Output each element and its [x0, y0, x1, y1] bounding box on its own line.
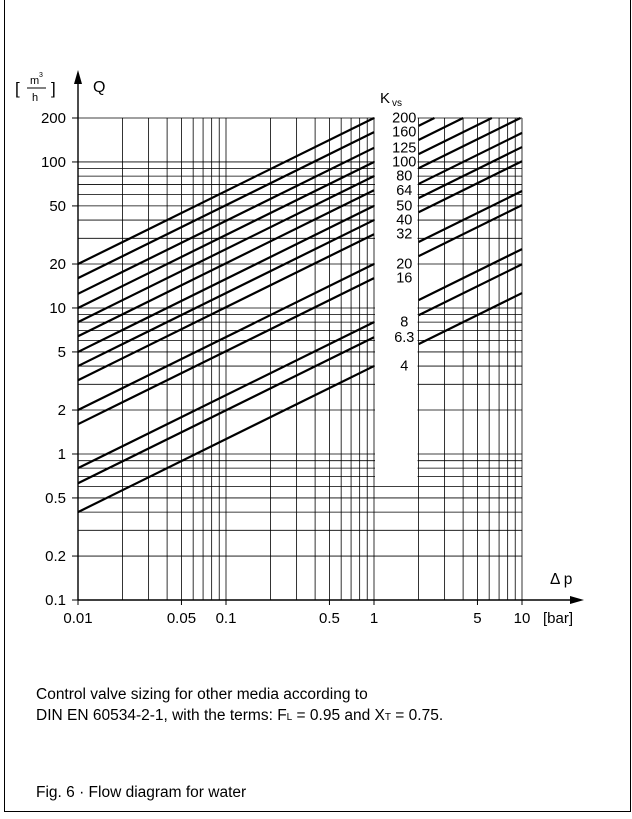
- x-tick-label-0.1: 0.1: [216, 610, 237, 627]
- series-line-kvs-16: [418, 204, 523, 258]
- series-line-kvs-32: [418, 160, 523, 214]
- y-tick-label-200: 200: [41, 110, 66, 127]
- series-label-kvs-4: 4: [400, 359, 408, 375]
- y-tick-label-1: 1: [58, 446, 66, 463]
- chart-labels: 2001601251008064504032201686.34200100502…: [15, 72, 573, 627]
- y-unit-bracket-right: ]: [51, 79, 56, 98]
- y-axis-arrow: [74, 70, 82, 84]
- series-label-gap: [375, 112, 418, 480]
- y-tick-label-5: 5: [58, 344, 66, 361]
- y-tick-label-50: 50: [49, 198, 66, 215]
- y-tick-label-20: 20: [49, 256, 66, 273]
- series-line-kvs-16: [77, 277, 375, 426]
- series-line-kvs-40: [77, 219, 375, 368]
- y-tick-label-0.2: 0.2: [45, 548, 66, 565]
- series-label-kvs-20: 20: [396, 257, 412, 273]
- series-label-kvs-6.3: 6.3: [394, 330, 414, 346]
- x-axis-label: Δ p: [550, 571, 572, 588]
- series-line-kvs-125: [77, 146, 375, 295]
- y-tick-label-0.5: 0.5: [45, 490, 66, 507]
- figure-frame: [4, 0, 631, 812]
- series-label-kvs-125: 125: [392, 140, 416, 156]
- series-line-kvs-4: [418, 292, 523, 346]
- series-heading: K: [380, 90, 390, 107]
- series-line-kvs-50: [77, 204, 375, 353]
- series-line-kvs-64: [77, 189, 375, 338]
- y-unit-numerator: m: [30, 75, 39, 87]
- x-tick-label-5: 5: [473, 610, 481, 627]
- axes: [72, 70, 584, 605]
- series-line-kvs-6.3: [418, 263, 523, 317]
- series-line-kvs-8: [418, 248, 523, 302]
- series-label-kvs-160: 160: [392, 125, 416, 141]
- x-tick-label-0.5: 0.5: [319, 610, 340, 627]
- series-label-kvs-200: 200: [392, 111, 416, 127]
- series-label-kvs-100: 100: [392, 154, 416, 170]
- series-label-kvs-8: 8: [400, 315, 408, 331]
- series-line-kvs-200: [77, 117, 375, 266]
- series-line-kvs-100: [77, 160, 375, 309]
- series-line-kvs-100: [418, 117, 464, 141]
- series-line-kvs-40: [418, 146, 523, 200]
- y-tick-label-10: 10: [49, 300, 66, 317]
- series-line-kvs-4: [77, 365, 375, 514]
- series-line-kvs-125: [418, 117, 435, 127]
- y-tick-label-0.1: 0.1: [45, 592, 66, 609]
- figure-caption: Fig. 6 · Flow diagram for water: [36, 784, 247, 801]
- series-line-kvs-80: [77, 175, 375, 324]
- series-line-kvs-20: [77, 263, 375, 412]
- y-unit-bracket-left: [: [15, 79, 20, 98]
- sizing-note-line-2: DIN EN 60534-2-1, with the terms: FL = 0…: [36, 707, 444, 724]
- series-label-kvs-40: 40: [396, 213, 412, 229]
- series-lines: [77, 117, 523, 514]
- y-unit-denominator: h: [32, 92, 38, 104]
- y-tick-label-100: 100: [41, 154, 66, 171]
- series-line-kvs-80: [418, 117, 493, 156]
- series-label-kvs-16: 16: [396, 271, 412, 287]
- series-label-kvs-80: 80: [396, 169, 412, 185]
- series-heading-subscript: vs: [392, 98, 402, 109]
- y-axis-label: Q: [93, 79, 105, 96]
- flow-diagram-chart: 2001601251008064504032201686.34200100502…: [15, 70, 584, 627]
- series-line-kvs-160: [77, 131, 375, 280]
- series-line-kvs-50: [418, 131, 523, 185]
- series-line-kvs-64: [418, 117, 521, 170]
- y-unit-superscript: 3: [39, 72, 43, 79]
- x-tick-label-0.01: 0.01: [63, 610, 92, 627]
- x-tick-label-10: 10: [514, 610, 531, 627]
- x-tick-label-0.05: 0.05: [167, 610, 196, 627]
- x-tick-label-1: 1: [370, 610, 378, 627]
- x-axis-arrow: [570, 596, 584, 604]
- label-gap: [375, 112, 418, 480]
- series-label-kvs-32: 32: [396, 227, 412, 243]
- series-line-kvs-8: [77, 321, 375, 470]
- series-line-kvs-20: [418, 190, 523, 244]
- series-label-kvs-64: 64: [396, 183, 412, 199]
- y-tick-label-2: 2: [58, 402, 66, 419]
- sizing-note: Control valve sizing for other media acc…: [36, 684, 443, 728]
- x-axis-unit: [bar]: [543, 610, 573, 627]
- series-line-kvs-32: [77, 233, 375, 382]
- sizing-note-line-1: Control valve sizing for other media acc…: [36, 686, 368, 703]
- series-label-kvs-50: 50: [396, 198, 412, 214]
- series-line-kvs-6.3: [77, 336, 375, 485]
